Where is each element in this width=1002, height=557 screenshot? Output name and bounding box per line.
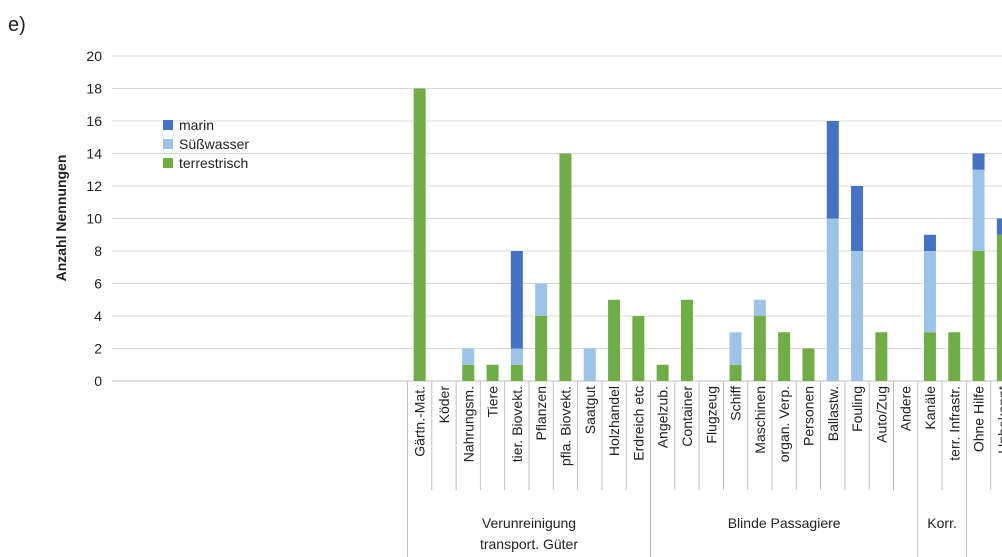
y-axis-title: Anzahl Nennungen — [53, 155, 69, 282]
bar-swasser-4 — [510, 348, 523, 365]
y-tick-label: 16 — [86, 113, 102, 129]
x-tick-label: Unbekannt — [995, 386, 1002, 454]
x-tick-label: Gärtn.-Mat. — [412, 386, 428, 457]
bar-swasser-18 — [851, 251, 864, 381]
bar-marin-4 — [510, 251, 523, 349]
x-tick-label: Ohne Hilfe — [971, 386, 987, 452]
x-tick-label: Tiere — [485, 386, 501, 418]
group-label: Korr. — [927, 515, 957, 531]
x-tick-label: Erdreich etc — [630, 386, 646, 461]
y-tick-label: 8 — [94, 243, 102, 259]
bar-terrestrisch-15 — [778, 332, 791, 381]
bar-terrestrisch-14 — [753, 316, 766, 381]
group-label: Blinde Passagiere — [728, 515, 841, 531]
legend-swatch-marin — [163, 120, 173, 130]
bar-terrestrisch-21 — [923, 332, 936, 381]
bar-terrestrisch-2 — [462, 364, 475, 381]
bar-terrestrisch-6 — [559, 153, 572, 381]
x-tick-label: terr. Infrastr. — [946, 386, 962, 461]
y-tick-label: 0 — [94, 373, 102, 389]
x-tick-label: Saatgut — [582, 386, 598, 434]
legend-label: terrestrisch — [179, 155, 248, 171]
bar-terrestrisch-3 — [486, 364, 499, 381]
legend: marin Süßwasser terrestrisch — [163, 117, 249, 171]
bar-swasser-17 — [826, 218, 839, 381]
x-tick-label: Nahrungsm. — [460, 386, 476, 462]
x-tick-label: Ballastw. — [825, 386, 841, 441]
y-tick-label: 14 — [86, 146, 102, 162]
x-tick-label: Pflanzen — [533, 386, 549, 440]
y-tick-label: 4 — [94, 308, 102, 324]
x-tick-label: Holzhandel — [606, 386, 622, 456]
x-tick-label: Personen — [800, 386, 816, 446]
bar-swasser-23 — [972, 169, 985, 251]
bar-marin-21 — [923, 234, 936, 251]
x-tick-label: Angelzub. — [655, 386, 671, 448]
bar-terrestrisch-5 — [535, 316, 548, 381]
bar-marin-18 — [851, 186, 864, 251]
y-tick-label: 2 — [94, 341, 102, 357]
x-tick-label: Fouling — [849, 386, 865, 432]
legend-label: Süßwasser — [179, 136, 249, 152]
x-tick-label: tier. Biovekt. — [509, 386, 525, 462]
x-tick-label: Andere — [898, 386, 914, 431]
y-tick-label: 18 — [86, 81, 102, 97]
x-tick-label: Schiff — [728, 386, 744, 421]
x-tick-label: Köder — [436, 386, 452, 424]
bar-marin-17 — [826, 121, 839, 219]
y-tick-label: 20 — [86, 48, 102, 64]
legend-label: marin — [179, 117, 214, 133]
bar-swasser-2 — [462, 348, 475, 365]
y-tick-label: 10 — [86, 211, 102, 227]
x-tick-label: pfla. Biovekt. — [557, 386, 573, 466]
x-tick-label: Container — [679, 386, 695, 447]
bar-terrestrisch-4 — [510, 364, 523, 381]
bar-terrestrisch-22 — [948, 332, 961, 381]
y-tick-label: 6 — [94, 276, 102, 292]
x-tick-label: Flugzeug — [703, 386, 719, 444]
x-tick-label: Maschinen — [752, 386, 768, 454]
bar-terrestrisch-8 — [608, 299, 621, 381]
bar-swasser-14 — [753, 299, 766, 316]
bar-terrestrisch-13 — [729, 364, 742, 381]
bar-terrestrisch-24 — [996, 234, 1002, 381]
bar-swasser-7 — [583, 348, 596, 381]
bar-terrestrisch-10 — [656, 364, 669, 381]
group-label: transport. Güter — [480, 536, 578, 552]
bar-swasser-21 — [923, 251, 936, 333]
bar-terrestrisch-9 — [632, 316, 645, 381]
bar-terrestrisch-0 — [413, 88, 426, 381]
bar-terrestrisch-23 — [972, 251, 985, 381]
bar-terrestrisch-11 — [680, 299, 693, 381]
y-tick-label: 12 — [86, 178, 102, 194]
panel-label: e) — [8, 14, 26, 36]
bar-terrestrisch-19 — [875, 332, 888, 381]
x-tick-label: organ. Verp. — [776, 386, 792, 462]
bar-terrestrisch-16 — [802, 348, 815, 381]
bar-swasser-13 — [729, 332, 742, 365]
x-tick-label: Auto/Zug — [873, 386, 889, 443]
bar-swasser-5 — [535, 283, 548, 316]
legend-swatch-terrestrisch — [163, 158, 173, 168]
bar-marin-24 — [996, 218, 1002, 235]
legend-swatch-swasser — [163, 139, 173, 149]
group-label: Verunreinigung — [482, 515, 576, 531]
bar-marin-23 — [972, 153, 985, 170]
x-tick-label: Kanäle — [922, 386, 938, 430]
